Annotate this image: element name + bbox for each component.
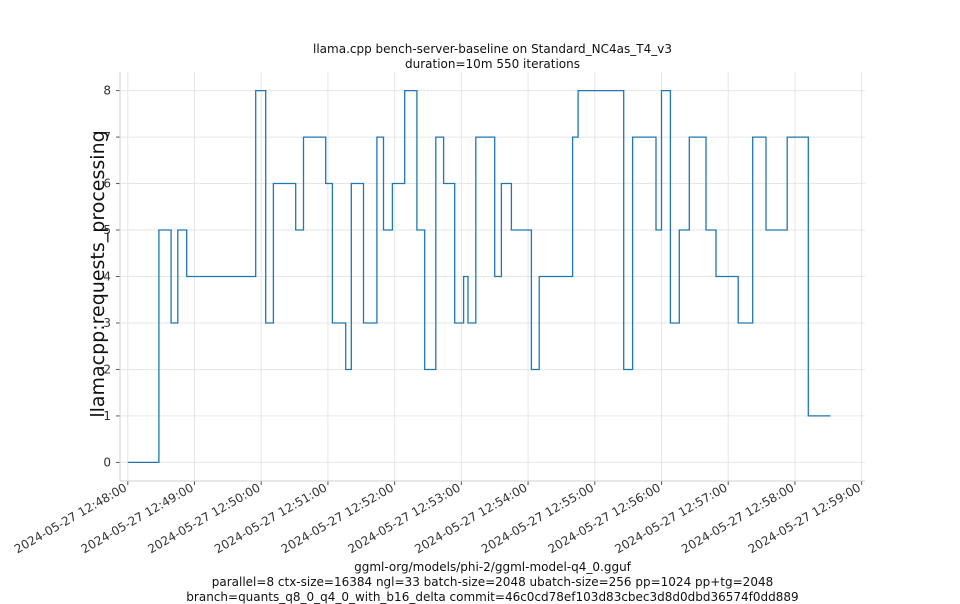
series-layer xyxy=(127,89,831,464)
x-tick-label: 2024-05-27 12:56:00 xyxy=(546,480,663,556)
footer-params: parallel=8 ctx-size=16384 ngl=33 batch-s… xyxy=(211,575,774,589)
y-tick-labels: 0 1 2 3 4 5 6 7 8 xyxy=(103,84,111,470)
y-tick-label: 1 xyxy=(103,409,111,423)
x-tick-label: 2024-05-27 12:58:00 xyxy=(679,480,796,556)
y-tick-label: 2 xyxy=(103,362,111,376)
x-tick-label: 2024-05-27 12:55:00 xyxy=(479,480,596,556)
y-tick-label: 6 xyxy=(103,177,111,191)
x-tick-label: 2024-05-27 12:59:00 xyxy=(746,480,863,556)
axes xyxy=(116,72,865,485)
footer-model: ggml-org/models/phi-2/ggml-model-q4_0.gg… xyxy=(354,560,631,574)
x-tick-label: 2024-05-27 12:57:00 xyxy=(612,480,729,556)
x-tick-label: 2024-05-27 12:51:00 xyxy=(212,480,329,556)
y-tick-label: 0 xyxy=(103,455,111,469)
grid-lines xyxy=(120,72,865,481)
y-tick-label: 4 xyxy=(103,270,111,284)
y-tick-label: 7 xyxy=(103,130,111,144)
y-axis-label: llamacpp:requests_processing xyxy=(87,130,109,418)
chart-subtitle: duration=10m 550 iterations xyxy=(405,57,580,71)
x-tick-label: 2024-05-27 12:50:00 xyxy=(145,480,262,556)
x-tick-label: 2024-05-27 12:53:00 xyxy=(345,480,462,556)
footer-branch: branch=quants_q8_0_q4_0_with_b16_delta c… xyxy=(186,590,799,604)
chart-title: llama.cpp bench-server-baseline on Stand… xyxy=(313,42,672,56)
x-tick-label: 2024-05-27 12:49:00 xyxy=(79,480,196,556)
y-tick-label: 8 xyxy=(103,84,111,98)
x-tick-label: 2024-05-27 12:52:00 xyxy=(279,480,396,556)
y-tick-label: 3 xyxy=(103,316,111,330)
x-tick-label: 2024-05-27 12:48:00 xyxy=(12,480,129,556)
series-line xyxy=(127,89,831,464)
x-tick-label: 2024-05-27 12:54:00 xyxy=(412,480,529,556)
y-tick-label: 5 xyxy=(103,223,111,237)
